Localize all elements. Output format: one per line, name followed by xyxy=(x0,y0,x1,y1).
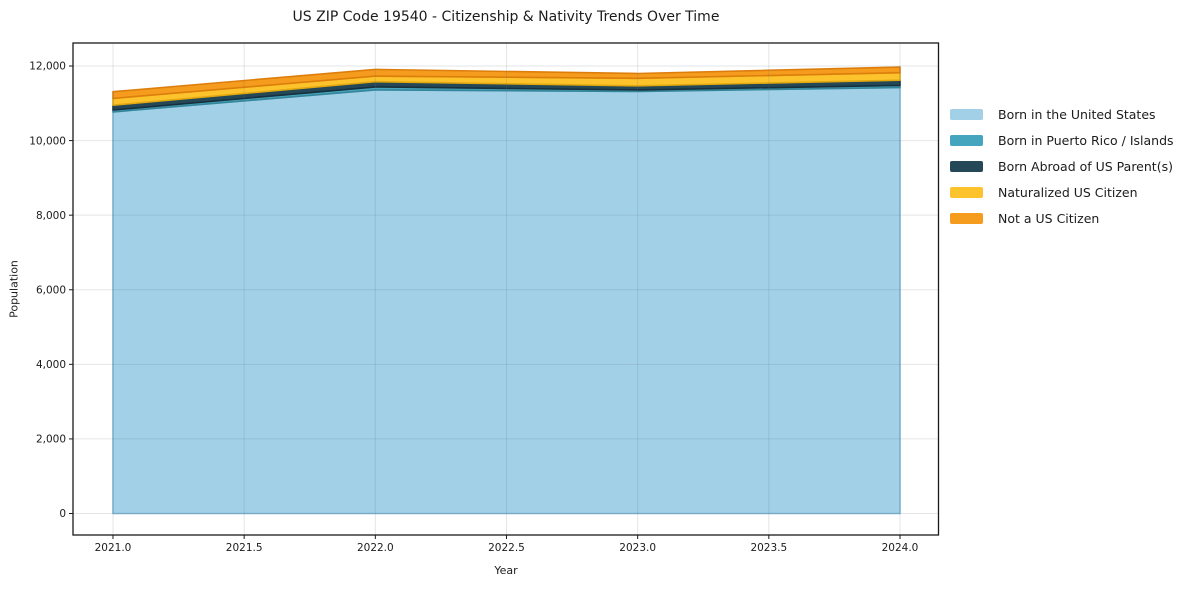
y-tick-label: 12,000 xyxy=(29,61,66,73)
y-tick-label: 0 xyxy=(59,508,66,520)
y-tick-label: 8,000 xyxy=(36,210,66,222)
area-band xyxy=(112,66,901,100)
legend-swatch xyxy=(950,109,983,121)
x-tick-label: 2021.0 xyxy=(95,542,132,554)
legend-swatch xyxy=(950,187,983,199)
legend-swatch xyxy=(950,213,983,224)
legend-label: Born in Puerto Rico / Islands xyxy=(998,133,1174,149)
legend-item: Born in the United States xyxy=(950,102,1174,128)
y-tick-label: 6,000 xyxy=(36,284,66,296)
x-tick-label: 2024.0 xyxy=(882,542,919,554)
legend-label: Not a US Citizen xyxy=(998,211,1100,226)
legend-label: Naturalized US Citizen xyxy=(998,185,1138,201)
x-tick-label: 2022.5 xyxy=(488,542,525,554)
x-tick-label: 2023.5 xyxy=(750,542,787,554)
plot-frame xyxy=(72,42,940,536)
legend-item: Born in Puerto Rico / Islands xyxy=(950,128,1174,154)
y-tick-label: 2,000 xyxy=(36,434,66,446)
legend-item: Not a US Citizen xyxy=(950,206,1174,232)
legend-label: Born Abroad of US Parent(s) xyxy=(998,159,1173,175)
chart-title: US ZIP Code 19540 - Citizenship & Nativi… xyxy=(292,9,720,25)
legend-item: Born Abroad of US Parent(s) xyxy=(950,154,1174,180)
x-axis-label: Year xyxy=(494,564,518,577)
x-tick-label: 2023.0 xyxy=(619,542,656,554)
x-tick-label: 2022.0 xyxy=(357,542,394,554)
legend-swatch xyxy=(950,135,983,147)
y-tick-label: 4,000 xyxy=(36,359,66,371)
legend-label: Born in the United States xyxy=(998,107,1156,123)
legend-item: Naturalized US Citizen xyxy=(950,180,1174,206)
y-tick-label: 10,000 xyxy=(29,135,66,147)
x-tick-label: 2021.5 xyxy=(226,542,263,554)
legend: Born in the United States Born in Puerto… xyxy=(950,102,1174,231)
y-axis-label: Population xyxy=(7,260,21,318)
legend-swatch xyxy=(950,161,983,173)
